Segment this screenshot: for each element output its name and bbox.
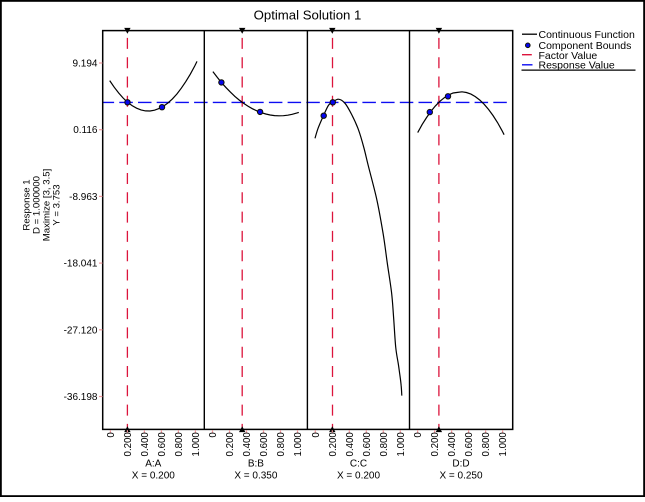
svg-text:0.600: 0.600 [259,432,270,457]
svg-text:0.200: 0.200 [328,432,339,457]
svg-text:-18.041: -18.041 [64,259,98,270]
svg-text:-36.198: -36.198 [64,392,98,403]
svg-text:Y = 3.753: Y = 3.753 [52,184,63,225]
svg-text:0: 0 [413,432,424,438]
svg-text:1.000: 1.000 [498,432,509,457]
svg-text:A:A: A:A [145,458,161,469]
svg-text:0.200: 0.200 [225,432,236,457]
svg-text:0.200: 0.200 [430,432,441,457]
svg-text:0.800: 0.800 [481,432,492,457]
svg-text:0: 0 [311,432,322,438]
svg-text:Component Bounds: Component Bounds [539,40,632,52]
svg-text:0.400: 0.400 [447,432,458,457]
svg-text:-27.120: -27.120 [64,325,98,336]
svg-text:Response Value: Response Value [539,59,615,71]
svg-text:X = 0.200: X = 0.200 [132,470,176,481]
svg-text:0: 0 [106,432,117,438]
svg-text:0.800: 0.800 [276,432,287,457]
svg-text:1.000: 1.000 [191,432,202,457]
svg-text:1.000: 1.000 [396,432,407,457]
svg-text:Continuous Function: Continuous Function [539,29,635,41]
svg-text:0.600: 0.600 [362,432,373,457]
svg-text:0.800: 0.800 [174,432,185,457]
svg-text:Maximize [3, 3.5]: Maximize [3, 3.5] [42,169,53,242]
svg-text:Factor Value: Factor Value [539,50,598,62]
svg-text:C:C: C:C [350,458,367,469]
svg-text:Optimal Solution 1: Optimal Solution 1 [254,8,362,23]
svg-text:-8.963: -8.963 [69,192,98,203]
svg-text:0.400: 0.400 [242,432,253,457]
svg-text:Response 1: Response 1 [22,179,33,230]
svg-text:X = 0.350: X = 0.350 [234,470,278,481]
svg-text:0.116: 0.116 [73,125,98,136]
svg-text:D = 1.000000: D = 1.000000 [32,176,43,234]
svg-text:0: 0 [208,432,219,438]
svg-text:B:B: B:B [248,458,264,469]
svg-text:0.800: 0.800 [379,432,390,457]
svg-text:1.000: 1.000 [293,432,304,457]
svg-text:0.600: 0.600 [157,432,168,457]
svg-text:0.200: 0.200 [123,432,134,457]
svg-text:0.400: 0.400 [140,432,151,457]
svg-text:X = 0.250: X = 0.250 [439,470,483,481]
svg-text:0.400: 0.400 [345,432,356,457]
svg-text:0.600: 0.600 [464,432,475,457]
svg-text:D:D: D:D [452,458,469,469]
svg-text:X = 0.200: X = 0.200 [337,470,381,481]
svg-text:9.194: 9.194 [72,59,97,70]
